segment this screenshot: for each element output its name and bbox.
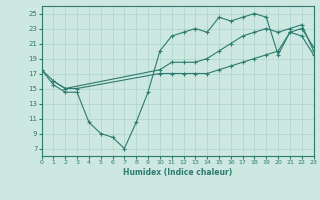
X-axis label: Humidex (Indice chaleur): Humidex (Indice chaleur) [123,168,232,177]
